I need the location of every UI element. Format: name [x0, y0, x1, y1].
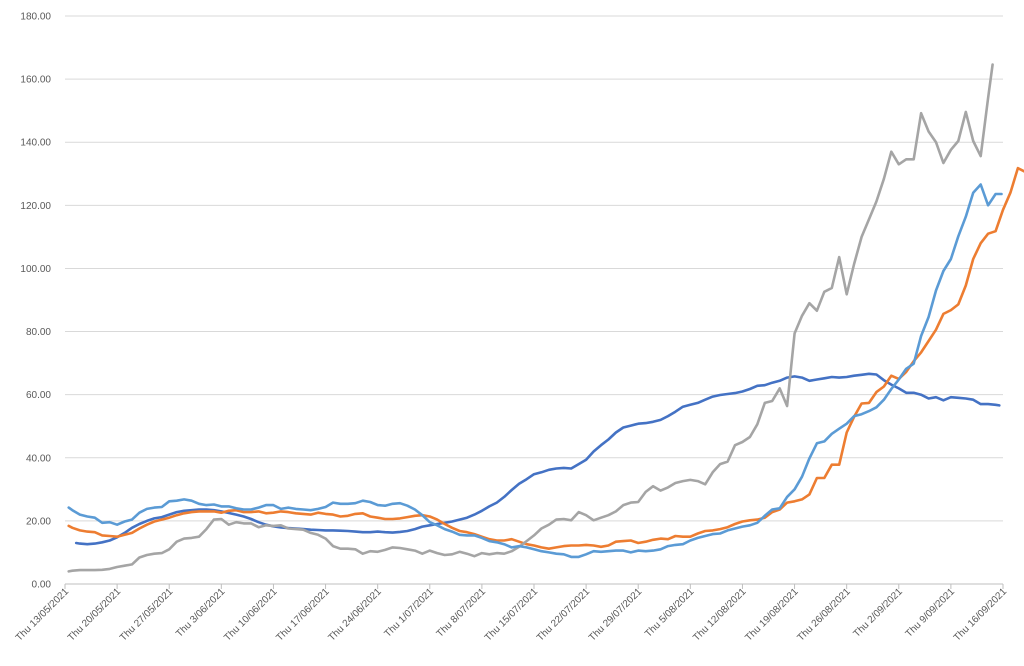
series-line-1 [74, 372, 1001, 546]
y-tick-label: 60.00 [26, 390, 51, 401]
y-tick-label: 20.00 [26, 516, 51, 527]
series-lines [67, 63, 1024, 573]
y-tick-label: 120.00 [20, 201, 51, 212]
gridlines [65, 15, 1003, 522]
series-line-3 [67, 63, 994, 573]
y-tick-label: 180.00 [20, 12, 51, 23]
y-axis-ticks: 0.00 20.00 40.00 60.00 80.00 100.00 120.00 140.… [20, 12, 51, 591]
y-tick-label: 160.00 [20, 75, 51, 86]
y-tick-label: 100.00 [20, 264, 51, 275]
series-line-2 [67, 166, 1024, 550]
series-line-4 [67, 183, 1003, 559]
y-tick-label: 40.00 [26, 453, 51, 464]
y-tick-label: 0.00 [32, 580, 52, 591]
y-tick-label: 80.00 [26, 327, 51, 338]
y-tick-label: 140.00 [20, 138, 51, 149]
